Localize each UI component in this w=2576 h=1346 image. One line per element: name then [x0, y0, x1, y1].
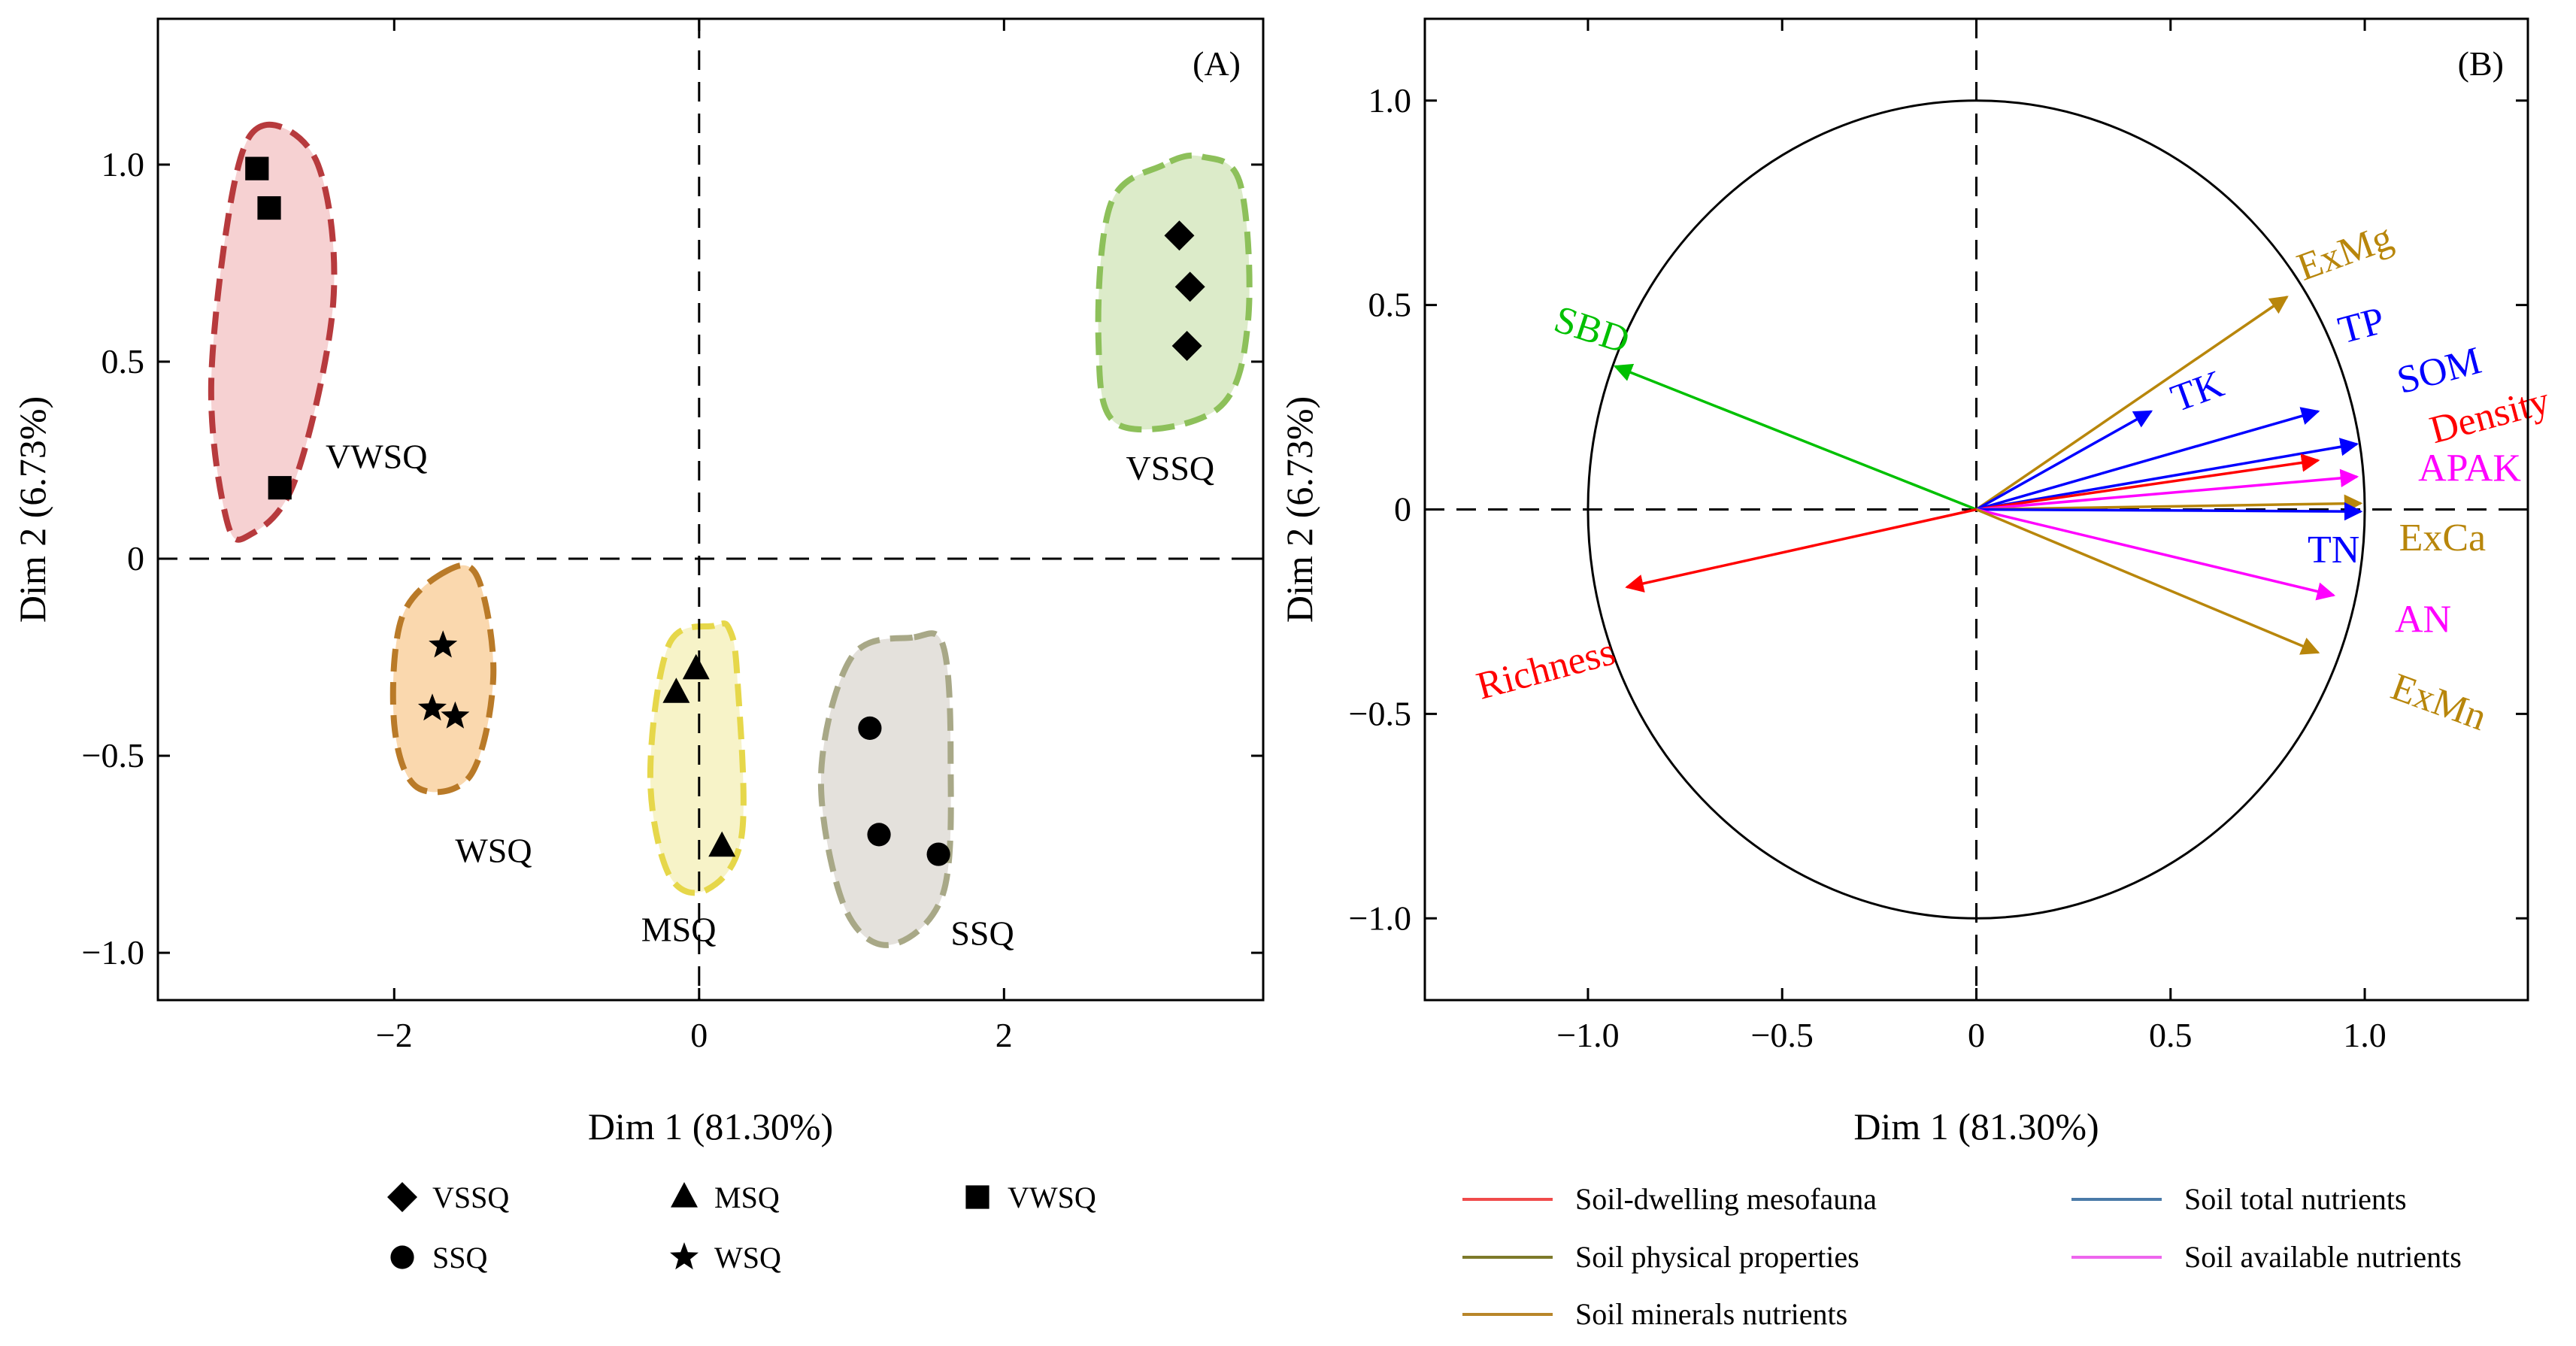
- point-ssq-3: [926, 842, 950, 866]
- legend-a-marker-ssq: [390, 1245, 414, 1269]
- point-vwsq-3: [268, 476, 292, 500]
- vector-label-apak: APAK: [2418, 447, 2521, 490]
- vector-label-richness: Richness: [1472, 630, 1620, 708]
- point-vssq-1: [1164, 220, 1195, 251]
- legend-a-marker-vssq: [387, 1182, 417, 1212]
- vector-label-exmn: ExMn: [2386, 665, 2493, 739]
- legend-b-label-soil-dwelling-mesofauna: Soil-dwelling mesofauna: [1575, 1182, 1877, 1216]
- legend-a-marker-vwsq: [965, 1185, 989, 1209]
- panel-a: VSSQ SSQ MSQ WSQ VWSQ −2 0 2 −1.0 −0.5 0 0.5 1.0 (A) D…: [11, 17, 1265, 1147]
- point-ssq-1: [858, 716, 882, 740]
- point-wsq-2: [417, 693, 447, 721]
- x-tick-label-b: −0.5: [1750, 1016, 1813, 1054]
- y-axis-label-b: Dim 2 (6.73%): [1278, 396, 1320, 623]
- vector-an: [1976, 508, 2336, 601]
- vector-apak: [1976, 468, 2359, 511]
- y-tick-label-b: −1.0: [1349, 899, 1411, 937]
- vector-density: [1976, 453, 2320, 511]
- vector-label-sbd: SBD: [1549, 298, 1635, 362]
- vector-tk: [1975, 410, 2153, 511]
- y-tick-label-b: −0.5: [1349, 694, 1411, 732]
- legend-b: Soil-dwelling mesofauna Soil total nutrie…: [1462, 1182, 2462, 1331]
- x-tick-label-a: 2: [996, 1016, 1013, 1054]
- vector-label-exmg: ExMg: [2292, 216, 2399, 290]
- group-label-vssq: VSSQ: [1126, 449, 1215, 487]
- legend-b-label-soil-total-nutrients: Soil total nutrients: [2184, 1182, 2407, 1216]
- vector-richness: [1625, 508, 1977, 593]
- group-label-ssq: SSQ: [950, 914, 1014, 953]
- x-tick-label-b: −1.0: [1556, 1016, 1619, 1054]
- vector-label-exca: ExCa: [2399, 517, 2487, 559]
- x-tick-label-b: 1.0: [2343, 1016, 2387, 1054]
- point-vssq-3: [1171, 331, 1202, 361]
- vector-exmn: [1975, 508, 2320, 655]
- hull-vssq: [1095, 152, 1253, 433]
- vector-label-an: AN: [2395, 599, 2451, 641]
- hull-wsq: [389, 562, 497, 796]
- x-axis-label-b: Dim 1 (81.30%): [1853, 1105, 2099, 1147]
- vector-label-tn: TN: [2308, 529, 2359, 571]
- group-label-vwsq: VWSQ: [326, 437, 427, 475]
- vector-sbd: [1613, 363, 1977, 511]
- y-tick-label-a: −0.5: [82, 736, 144, 775]
- legend-a-label-vwsq: VWSQ: [1008, 1181, 1096, 1214]
- legend-a-label-msq: MSQ: [714, 1181, 780, 1214]
- point-vwsq-1: [245, 156, 269, 180]
- vector-label-tp: TP: [2334, 299, 2389, 353]
- y-tick-label-b: 0: [1394, 490, 1411, 529]
- group-label-msq: MSQ: [641, 910, 717, 948]
- legend-b-label-soil-physical-properties: Soil physical properties: [1575, 1240, 1859, 1274]
- vector-label-som: SOM: [2393, 339, 2486, 402]
- x-tick-label-b: 0.5: [2149, 1016, 2193, 1054]
- legend-a: VSSQ MSQ VWSQ SSQ WSQ: [387, 1181, 1096, 1275]
- x-tick-label-a: −2: [376, 1016, 413, 1054]
- y-tick-label-a: 0.5: [102, 342, 145, 380]
- vector-som: [1976, 438, 2359, 511]
- y-tick-label-a: 0: [127, 539, 144, 578]
- panel-label-b: (B): [2458, 44, 2504, 83]
- legend-a-marker-wsq: [670, 1242, 699, 1270]
- vector-exmg: [1975, 296, 2289, 511]
- plot-frame-a: [156, 17, 1265, 1002]
- legend-b-label-soil-minerals-nutrients: Soil minerals nutrients: [1575, 1297, 1847, 1331]
- point-wsq-1: [429, 630, 458, 658]
- point-msq-3: [708, 831, 736, 857]
- x-tick-label-a: 0: [690, 1016, 708, 1054]
- y-axis-label-a: Dim 2 (6.73%): [11, 396, 53, 623]
- vector-exca: [1976, 494, 2363, 513]
- panel-label-a: (A): [1193, 44, 1241, 83]
- x-tick-label-b: 0: [1968, 1016, 1985, 1054]
- hull-ssq: [817, 630, 954, 948]
- y-tick-label-b: 1.0: [1368, 81, 1412, 120]
- panel-b: ExMgTPSOMDensityTKAPAKExCaTNANExMnSBDRic…: [1278, 17, 2554, 1147]
- y-tick-label-a: −1.0: [82, 933, 144, 972]
- x-axis-label-a: Dim 1 (81.30%): [588, 1105, 833, 1147]
- vector-tn: [1976, 502, 2363, 521]
- vector-tp: [1976, 407, 2320, 511]
- y-tick-label-b: 0.5: [1368, 286, 1412, 324]
- point-msq-2: [682, 653, 710, 680]
- legend-a-label-vssq: VSSQ: [432, 1181, 509, 1214]
- hull-vwsq: [208, 121, 338, 543]
- point-wsq-3: [441, 701, 470, 729]
- group-label-wsq: WSQ: [455, 832, 532, 870]
- vector-label-tk: TK: [2165, 362, 2229, 420]
- point-ssq-2: [867, 823, 891, 847]
- point-msq-1: [662, 678, 690, 703]
- point-vssq-2: [1174, 271, 1205, 302]
- legend-b-label-soil-available-nutrients: Soil available nutrients: [2184, 1240, 2462, 1274]
- legend-a-label-wsq: WSQ: [714, 1241, 781, 1275]
- point-vwsq-2: [257, 196, 281, 220]
- legend-a-label-ssq: SSQ: [432, 1241, 487, 1275]
- y-tick-label-a: 1.0: [102, 145, 145, 183]
- legend-a-marker-msq: [671, 1182, 698, 1208]
